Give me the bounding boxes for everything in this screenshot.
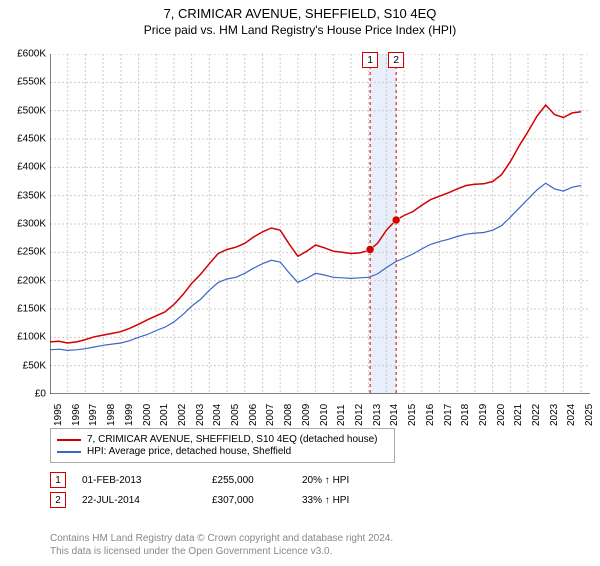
- x-tick-label: 2004: [212, 404, 223, 426]
- legend-label: 7, CRIMICAR AVENUE, SHEFFIELD, S10 4EQ (…: [87, 434, 377, 445]
- legend-swatch: [57, 439, 81, 441]
- sales-table: 1 01-FEB-2013£255,00020% ↑ HPI 2 22-JUL-201…: [50, 468, 412, 512]
- x-tick-label: 2003: [195, 404, 206, 426]
- sale-callout-box: 2: [388, 52, 404, 68]
- footer-attribution: Contains HM Land Registry data © Crown c…: [50, 532, 393, 558]
- y-tick-label: £200K: [17, 275, 46, 286]
- y-tick-label: £500K: [17, 105, 46, 116]
- x-tick-label: 2000: [142, 404, 153, 426]
- chart-container: 7, CRIMICAR AVENUE, SHEFFIELD, S10 4EQ P…: [0, 6, 600, 566]
- y-tick-label: £350K: [17, 190, 46, 201]
- footer-line-2: This data is licensed under the Open Gov…: [50, 545, 393, 558]
- legend: 7, CRIMICAR AVENUE, SHEFFIELD, S10 4EQ (…: [50, 428, 395, 463]
- x-tick-label: 2021: [513, 404, 524, 426]
- x-tick-label: 2007: [265, 404, 276, 426]
- y-tick-label: £550K: [17, 77, 46, 88]
- sale-price: £255,000: [212, 475, 302, 486]
- legend-item: HPI: Average price, detached house, Shef…: [57, 446, 388, 457]
- x-tick-label: 2013: [372, 404, 383, 426]
- legend-label: HPI: Average price, detached house, Shef…: [87, 446, 291, 457]
- footer-line-1: Contains HM Land Registry data © Crown c…: [50, 532, 393, 545]
- legend-swatch: [57, 451, 81, 453]
- sale-number-box: 2: [50, 492, 66, 508]
- x-tick-label: 2001: [159, 404, 170, 426]
- x-tick-label: 2025: [584, 404, 595, 426]
- x-tick-label: 1996: [71, 404, 82, 426]
- y-tick-label: £50K: [23, 360, 46, 371]
- sale-number-box: 1: [50, 472, 66, 488]
- x-tick-label: 2022: [531, 404, 542, 426]
- sale-row: 2 22-JUL-2014£307,00033% ↑ HPI: [50, 492, 412, 508]
- line-chart-svg: [50, 54, 590, 394]
- chart-subtitle: Price paid vs. HM Land Registry's House …: [0, 23, 600, 37]
- y-tick-label: £250K: [17, 247, 46, 258]
- x-tick-label: 2020: [496, 404, 507, 426]
- y-tick-label: £300K: [17, 219, 46, 230]
- y-tick-label: £0: [35, 389, 46, 400]
- y-tick-label: £150K: [17, 304, 46, 315]
- x-tick-label: 1998: [106, 404, 117, 426]
- x-tick-label: 2002: [177, 404, 188, 426]
- sale-price: £307,000: [212, 495, 302, 506]
- x-tick-label: 1999: [124, 404, 135, 426]
- sale-row: 1 01-FEB-2013£255,00020% ↑ HPI: [50, 472, 412, 488]
- sale-diff: 20% ↑ HPI: [302, 475, 412, 486]
- x-tick-label: 2006: [248, 404, 259, 426]
- x-tick-label: 2005: [230, 404, 241, 426]
- y-tick-label: £400K: [17, 162, 46, 173]
- x-tick-label: 2015: [407, 404, 418, 426]
- chart-title: 7, CRIMICAR AVENUE, SHEFFIELD, S10 4EQ: [0, 6, 600, 21]
- x-tick-label: 2017: [443, 404, 454, 426]
- x-tick-label: 2019: [478, 404, 489, 426]
- x-tick-label: 2024: [566, 404, 577, 426]
- x-tick-label: 2012: [354, 404, 365, 426]
- x-tick-label: 2008: [283, 404, 294, 426]
- sale-date: 22-JUL-2014: [82, 495, 212, 506]
- y-tick-label: £450K: [17, 134, 46, 145]
- x-tick-label: 2023: [549, 404, 560, 426]
- sale-date: 01-FEB-2013: [82, 475, 212, 486]
- x-tick-label: 2014: [389, 404, 400, 426]
- legend-item: 7, CRIMICAR AVENUE, SHEFFIELD, S10 4EQ (…: [57, 434, 388, 445]
- x-tick-label: 2016: [425, 404, 436, 426]
- y-tick-label: £600K: [17, 49, 46, 60]
- x-tick-label: 1995: [53, 404, 64, 426]
- sale-callout-box: 1: [362, 52, 378, 68]
- x-tick-label: 2018: [460, 404, 471, 426]
- sale-diff: 33% ↑ HPI: [302, 495, 412, 506]
- x-tick-label: 2009: [301, 404, 312, 426]
- x-tick-label: 2010: [319, 404, 330, 426]
- y-tick-label: £100K: [17, 332, 46, 343]
- x-tick-label: 1997: [88, 404, 99, 426]
- chart-area: £0£50K£100K£150K£200K£250K£300K£350K£400…: [50, 54, 590, 394]
- x-tick-label: 2011: [336, 404, 347, 426]
